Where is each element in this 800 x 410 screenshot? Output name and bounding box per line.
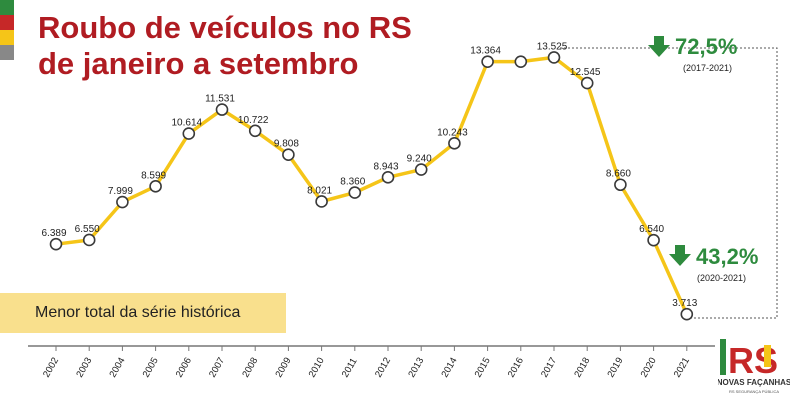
x-label-2009: 2009 bbox=[273, 356, 293, 380]
x-label-2008: 2008 bbox=[240, 356, 260, 380]
note-banner: Menor total da série histórica bbox=[0, 293, 286, 333]
x-label-2020: 2020 bbox=[639, 356, 659, 380]
value-label-2017: 13.525 bbox=[537, 41, 568, 52]
page-title: Roubo de veículos no RS de janeiro a set… bbox=[38, 10, 412, 82]
data-point-2019 bbox=[614, 178, 627, 192]
data-point-2008 bbox=[248, 124, 262, 138]
x-label-2002: 2002 bbox=[41, 356, 61, 380]
data-point-2011 bbox=[348, 186, 362, 199]
logo-text: NOVAS FAÇANHAS bbox=[718, 378, 790, 387]
callout-1: 72,5% (2017-2021) bbox=[648, 34, 737, 73]
value-label-2012: 8.943 bbox=[373, 161, 398, 172]
logo-subtext: RS SEGURANÇA PÚBLICA bbox=[729, 389, 779, 394]
data-point-2007 bbox=[215, 103, 229, 116]
value-label-2015: 13.364 bbox=[470, 46, 501, 57]
x-label-2012: 2012 bbox=[373, 356, 393, 380]
value-label-2010: 8.021 bbox=[307, 185, 332, 196]
data-point-2013 bbox=[414, 163, 428, 176]
data-point-2018 bbox=[580, 76, 594, 90]
value-label-2014: 10.243 bbox=[437, 127, 468, 138]
callout-1-value: 72,5% bbox=[675, 34, 737, 59]
data-point-2014 bbox=[448, 137, 461, 150]
data-point-2003 bbox=[82, 233, 96, 247]
x-label-2003: 2003 bbox=[74, 356, 94, 380]
bracket-dashed bbox=[560, 47, 778, 319]
x-label-2015: 2015 bbox=[473, 356, 493, 380]
title-line-2: de janeiro a setembro bbox=[38, 46, 359, 81]
x-label-2007: 2007 bbox=[207, 356, 227, 380]
value-label-2013: 9.240 bbox=[407, 154, 432, 165]
data-point-2021 bbox=[680, 307, 694, 321]
x-label-2014: 2014 bbox=[439, 356, 459, 380]
data-point-2006 bbox=[182, 127, 196, 140]
data-point-2005 bbox=[149, 180, 162, 193]
value-label-2020: 6.540 bbox=[639, 224, 664, 235]
value-label-2018: 12.545 bbox=[570, 67, 601, 78]
x-label-2017: 2017 bbox=[539, 356, 559, 380]
callout-2-value: 43,2% bbox=[696, 244, 758, 269]
down-arrow-icon bbox=[669, 245, 691, 266]
data-point-2016 bbox=[514, 55, 528, 68]
value-label-2003: 6.550 bbox=[75, 224, 100, 235]
value-label-2009: 9.808 bbox=[274, 139, 299, 150]
x-label-2021: 2021 bbox=[672, 356, 692, 380]
value-label-2011: 8.360 bbox=[340, 177, 365, 188]
value-label-2004: 7.999 bbox=[108, 186, 133, 197]
series-line bbox=[55, 55, 689, 315]
data-point-2009 bbox=[282, 148, 295, 161]
x-label-2019: 2019 bbox=[605, 356, 625, 380]
flag-stripes bbox=[0, 0, 14, 60]
x-label-2005: 2005 bbox=[141, 356, 161, 380]
x-label-2011: 2011 bbox=[340, 356, 360, 379]
callout-2: 43,2% (2020-2021) bbox=[669, 244, 758, 283]
value-label-2021: 3.713 bbox=[672, 298, 697, 309]
note-text: Menor total da série histórica bbox=[35, 304, 241, 321]
value-label-2005: 8.599 bbox=[141, 170, 166, 181]
data-point-2012 bbox=[381, 171, 395, 184]
callout-2-period: (2020-2021) bbox=[697, 273, 746, 283]
title-line-1: Roubo de veículos no RS bbox=[38, 10, 412, 45]
data-point-2002 bbox=[49, 237, 63, 251]
callout-1-period: (2017-2021) bbox=[683, 63, 732, 73]
down-arrow-icon bbox=[648, 36, 670, 57]
value-label-2019: 8.660 bbox=[606, 169, 631, 180]
data-point-2015 bbox=[481, 55, 494, 68]
rs-logo: RS NOVAS FAÇANHAS RS SEGURANÇA PÚBLICA bbox=[718, 339, 790, 394]
data-point-2004 bbox=[116, 195, 129, 209]
x-label-2013: 2013 bbox=[406, 356, 426, 380]
data-point-2010 bbox=[315, 195, 328, 208]
data-point-2017 bbox=[547, 51, 561, 64]
x-label-2018: 2018 bbox=[572, 356, 592, 380]
value-label-2006: 10.614 bbox=[172, 118, 203, 129]
value-label-2007: 11.531 bbox=[205, 94, 235, 105]
value-label-2002: 6.389 bbox=[41, 228, 66, 239]
x-label-2010: 2010 bbox=[307, 356, 327, 380]
data-point-2020 bbox=[647, 233, 660, 247]
x-label-2006: 2006 bbox=[174, 356, 194, 380]
x-label-2016: 2016 bbox=[506, 356, 526, 380]
x-label-2004: 2004 bbox=[107, 356, 127, 380]
value-label-2008: 10.722 bbox=[238, 115, 269, 126]
